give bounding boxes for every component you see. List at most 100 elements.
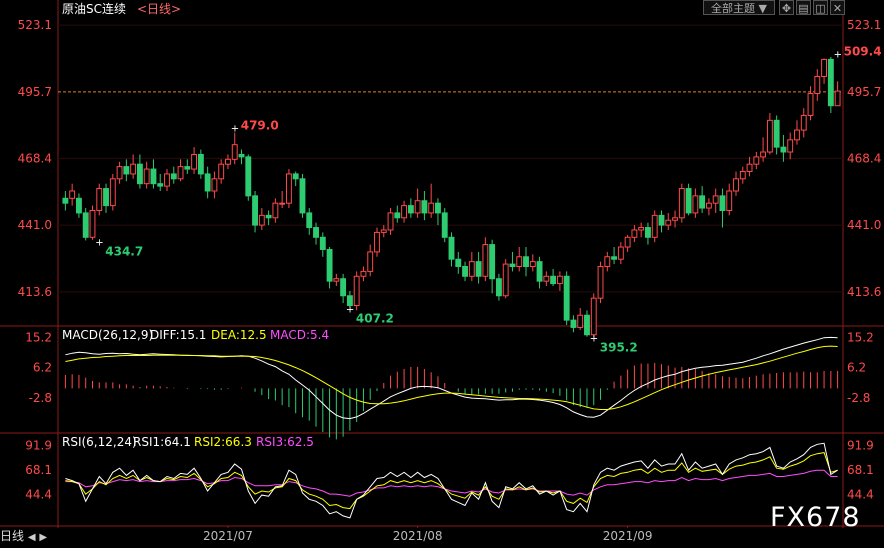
candle-up [543, 275, 550, 282]
candle-down [441, 212, 448, 238]
candle-down [394, 212, 401, 219]
extreme-marker-plus: + [834, 49, 842, 60]
candle-down [563, 275, 570, 321]
rsi2-line [65, 452, 838, 510]
candle-up [821, 58, 828, 77]
candle-down [550, 275, 557, 285]
candle-up [109, 178, 116, 207]
scroll-left-icon[interactable]: ◀ [27, 532, 36, 543]
close-window-icon[interactable]: ✕ [830, 0, 845, 15]
candle-down [184, 166, 191, 170]
candle-up [726, 190, 733, 211]
candle-up [678, 188, 685, 219]
candle-down [475, 261, 482, 277]
macd-tick-label-right: 6.2 [847, 361, 866, 375]
date-tick-label: 2021/07 [203, 529, 253, 543]
candle-up [590, 297, 597, 336]
macd-value: MACD:5.4 [270, 328, 329, 342]
bottom-period-tab[interactable]: 日线 ◀ ▶ [0, 528, 50, 544]
macd-diff-line [65, 336, 838, 420]
candle-up [834, 90, 841, 107]
price-tick-label-right: 495.7 [847, 85, 881, 99]
fx678-watermark: FX678 [770, 502, 861, 533]
extreme-marker-plus: + [231, 124, 239, 135]
extreme-price-label: 509.4 [844, 44, 882, 58]
candle-down [719, 195, 726, 211]
candle-up [638, 227, 645, 231]
candle-down [523, 256, 529, 268]
macd-tick-label-left: -2.8 [29, 391, 52, 405]
candle-up [285, 173, 292, 204]
extreme-price-label: 395.2 [600, 341, 638, 355]
rsi1-value: RSI1:64.1 [133, 435, 191, 449]
crosshair-icon[interactable]: ✥ [779, 0, 794, 15]
price-tick-label-left: 523.1 [18, 18, 52, 32]
candle-up [130, 163, 137, 175]
rsi-tick-label-right: 44.4 [847, 488, 874, 502]
candle-up [739, 171, 746, 180]
candle-up [367, 251, 374, 272]
candle-down [685, 188, 692, 214]
candle-up [753, 156, 760, 165]
candle-down [103, 188, 109, 207]
candle-down [197, 153, 204, 175]
candle-down [123, 166, 130, 175]
window-grid-icon[interactable]: ▤ [796, 0, 811, 15]
grid-lines [58, 24, 843, 293]
candle-down [611, 256, 618, 260]
candle-down [62, 197, 69, 204]
candle-down [645, 227, 651, 238]
price-tick-label-left: 441.0 [18, 218, 52, 232]
candle-up [482, 244, 489, 277]
candle-up [164, 173, 170, 187]
candle-up [231, 144, 238, 160]
candle-up [225, 158, 231, 165]
candle-up [556, 275, 563, 285]
restore-window-icon[interactable]: ◫ [813, 0, 828, 15]
candle-down [299, 178, 306, 214]
candle-down [136, 163, 143, 185]
candle-down [827, 58, 834, 107]
candle-down [455, 258, 462, 268]
candle-up [617, 246, 624, 260]
candle-up [333, 278, 340, 282]
rsi-label: RSI(6,12,24) [62, 435, 137, 449]
candle-up [360, 270, 367, 277]
candle-down [157, 183, 164, 187]
scroll-right-icon[interactable]: ▶ [39, 532, 48, 543]
candle-up [766, 119, 773, 153]
candle-down [82, 212, 89, 238]
macd-tick-label-right: 15.2 [847, 330, 874, 344]
candle-up [177, 166, 184, 180]
price-tick-label-left: 413.6 [18, 285, 52, 299]
extreme-price-label: 407.2 [356, 311, 394, 325]
candle-up [516, 256, 523, 268]
candle-up [96, 188, 103, 211]
rsi-tick-label-left: 44.4 [25, 488, 52, 502]
candle-up [597, 266, 604, 299]
candle-up [191, 153, 198, 170]
theme-dropdown-button[interactable]: 全部主题 ▼ [703, 0, 775, 15]
candle-up [502, 263, 509, 297]
price-tick-label-right: 523.1 [847, 18, 881, 32]
candle-up [733, 178, 739, 192]
period-indicator[interactable]: <日线> [137, 2, 181, 16]
macd-panel: MACD(26,12,9)DIFF:15.1 DEA:12.5 MACD:5.4 [62, 328, 839, 440]
candle-down [75, 197, 82, 214]
candle-up [401, 205, 408, 219]
candle-up [665, 219, 672, 226]
extreme-marker-plus: + [95, 237, 103, 248]
candle-up [712, 195, 719, 204]
candle-down [319, 236, 326, 250]
candle-up [807, 93, 814, 116]
candle-up [211, 178, 218, 192]
price-tick-label-left: 495.7 [18, 85, 52, 99]
candle-up [258, 214, 265, 226]
rsi2-value: RSI2:66.3 [194, 435, 252, 449]
candle-up [414, 200, 421, 214]
candle-up [529, 261, 536, 268]
candle-up [218, 163, 225, 180]
candle-up [428, 202, 435, 214]
dropdown-arrow-icon: ▼ [755, 2, 767, 15]
